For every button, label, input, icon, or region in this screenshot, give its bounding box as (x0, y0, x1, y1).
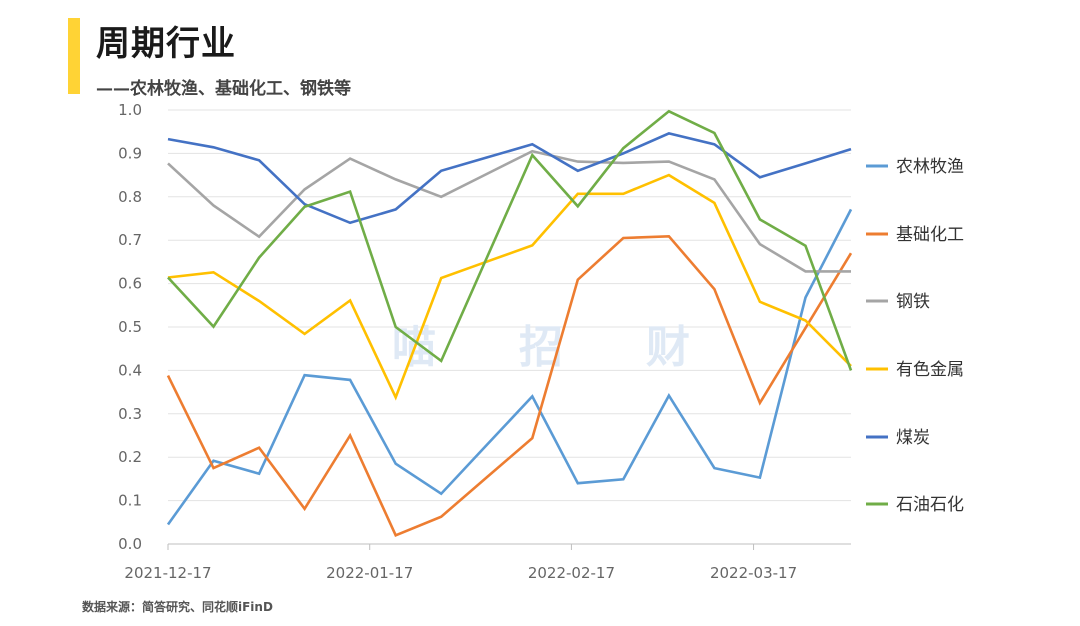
y-tick-label: 0.1 (118, 492, 142, 510)
watermark: 喵招财 (392, 322, 690, 373)
grid-lines (168, 109, 851, 502)
legend-label: 基础化工 (896, 225, 964, 245)
y-tick-label: 0.3 (118, 405, 142, 423)
title-accent-bar (68, 18, 80, 94)
chart-title: 周期行业 (96, 24, 236, 64)
legend-label: 农林牧渔 (896, 157, 964, 177)
legend-label: 钢铁 (896, 292, 930, 312)
watermark-char: 招 (519, 322, 563, 373)
chart-subtitle: ——农林牧渔、基础化工、钢铁等 (96, 79, 351, 99)
legend-label: 煤炭 (896, 428, 930, 448)
series-line-钢铁 (167, 149, 851, 273)
data-source-note: 数据来源：简答研究、同花顺iFinD (82, 600, 273, 614)
watermark-char: 财 (646, 322, 690, 373)
series-line-基础化工 (166, 234, 853, 537)
y-axis: 0.0 0.1 0.2 0.3 0.4 0.5 0.6 0.7 0.8 0.9 1.0 (118, 101, 142, 553)
legend-label: 石油石化 (896, 495, 964, 515)
x-axis: 2021-12-17 2022-01-17 2022-02-17 2022-03-17 (124, 543, 851, 582)
x-tick-label: 2022-01-17 (326, 564, 413, 582)
y-tick-label: 0.7 (118, 231, 142, 249)
series-line-有色金属 (167, 173, 852, 401)
legend-label: 有色金属 (896, 360, 964, 380)
y-tick-label: 0.0 (118, 535, 142, 553)
y-tick-label: 0.6 (118, 275, 142, 293)
series-line-农林牧渔 (166, 208, 853, 526)
y-tick-label: 0.5 (118, 318, 142, 336)
y-tick-label: 0.4 (118, 361, 142, 379)
y-tick-label: 1.0 (118, 101, 142, 119)
x-tick-label: 2021-12-17 (124, 564, 211, 582)
x-tick-label: 2022-03-17 (710, 564, 797, 582)
series-line-石油石化 (167, 109, 853, 371)
y-tick-label: 0.8 (118, 188, 142, 206)
y-tick-label: 0.2 (118, 448, 142, 466)
series-line-煤炭 (167, 132, 852, 225)
y-tick-label: 0.9 (118, 144, 142, 162)
x-tick-label: 2022-02-17 (528, 564, 615, 582)
series-lines (166, 109, 853, 537)
